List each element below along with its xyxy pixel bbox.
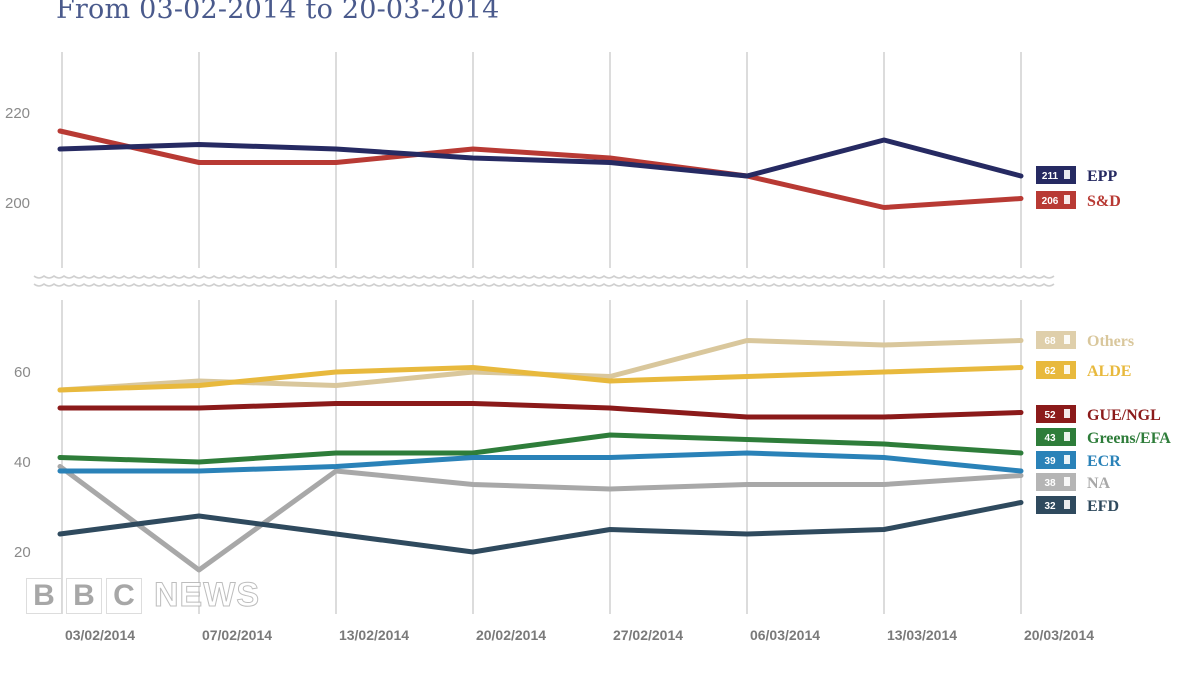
series-value: 52 bbox=[1044, 410, 1056, 421]
seat-icon bbox=[1064, 409, 1070, 418]
series-label: 206 S&D bbox=[1036, 191, 1121, 210]
series-value: 211 bbox=[1042, 171, 1059, 182]
series-label: 43 Greens/EFA bbox=[1036, 428, 1171, 447]
series-value: 62 bbox=[1044, 366, 1056, 377]
series-line bbox=[57, 365, 1024, 393]
series-line bbox=[57, 432, 1024, 465]
x-tick-label: 13/02/2014 bbox=[339, 627, 409, 643]
series-name: EFD bbox=[1087, 498, 1119, 515]
series-name: S&D bbox=[1087, 193, 1121, 210]
bbc-news-logo: B B C NEWS bbox=[26, 576, 260, 615]
axis-break bbox=[33, 275, 1055, 287]
chart-subtitle: From 03-02-2014 to 20-03-2014 bbox=[56, 0, 500, 25]
x-axis-ticks: 03/02/2014 07/02/2014 13/02/2014 20/02/2014… bbox=[65, 627, 1094, 643]
seat-icon bbox=[1064, 500, 1070, 509]
y-tick-label: 20 bbox=[14, 544, 31, 561]
logo-letter: B bbox=[26, 577, 62, 614]
series-value: 39 bbox=[1044, 456, 1056, 467]
y-tick-label: 60 bbox=[14, 364, 31, 381]
series-line bbox=[57, 137, 1024, 179]
logo-word: NEWS bbox=[154, 576, 260, 615]
series-line bbox=[57, 464, 1024, 573]
series-label: 38 NA bbox=[1036, 473, 1111, 492]
x-tick-label: 27/02/2014 bbox=[613, 627, 683, 643]
x-tick-label: 20/02/2014 bbox=[476, 627, 546, 643]
series-value: 68 bbox=[1044, 336, 1056, 347]
x-tick-label: 03/02/2014 bbox=[65, 627, 135, 643]
series-name: Others bbox=[1087, 333, 1134, 350]
series-value: 206 bbox=[1042, 196, 1059, 207]
seat-icon bbox=[1064, 455, 1070, 464]
series-line bbox=[57, 401, 1024, 420]
logo-letter: C bbox=[106, 577, 142, 614]
series-value: 43 bbox=[1044, 433, 1056, 444]
series-value: 32 bbox=[1044, 501, 1056, 512]
y-axis-ticks: 200 220 20 40 60 bbox=[5, 105, 31, 561]
logo-letter: B bbox=[66, 577, 102, 614]
series-label: 62 ALDE bbox=[1036, 361, 1131, 380]
series-label: 39 ECR bbox=[1036, 451, 1121, 470]
seat-icon bbox=[1064, 365, 1070, 374]
series-name: GUE/NGL bbox=[1087, 407, 1161, 424]
series-label: 32 EFD bbox=[1036, 496, 1119, 515]
series-name: EPP bbox=[1087, 168, 1117, 185]
series-line bbox=[57, 450, 1024, 474]
x-tick-label: 20/03/2014 bbox=[1024, 627, 1094, 643]
series-label: 211 EPP bbox=[1036, 166, 1117, 185]
x-tick-label: 06/03/2014 bbox=[750, 627, 820, 643]
series-end-labels: 211 EPP 206 S&D 68 Others 62 ALDE 52 GUE/NGL 43 Gre… bbox=[1036, 166, 1171, 515]
series-name: NA bbox=[1087, 475, 1111, 492]
series-label: 52 GUE/NGL bbox=[1036, 405, 1161, 424]
x-tick-label: 07/02/2014 bbox=[202, 627, 272, 643]
y-tick-label: 40 bbox=[14, 454, 31, 471]
series-line bbox=[57, 128, 1024, 210]
series-label: 68 Others bbox=[1036, 331, 1134, 350]
seat-icon bbox=[1064, 432, 1070, 441]
series-name: Greens/EFA bbox=[1087, 430, 1171, 447]
series-line bbox=[57, 500, 1024, 555]
x-tick-label: 13/03/2014 bbox=[887, 627, 957, 643]
y-tick-label: 220 bbox=[5, 105, 30, 122]
series-lines bbox=[57, 128, 1024, 573]
break-wave bbox=[33, 283, 1055, 287]
y-tick-label: 200 bbox=[5, 195, 30, 212]
break-wave bbox=[33, 275, 1055, 279]
seat-icon bbox=[1064, 195, 1070, 204]
series-name: ECR bbox=[1087, 453, 1121, 470]
seat-icon bbox=[1064, 477, 1070, 486]
seat-icon bbox=[1064, 335, 1070, 344]
series-name: ALDE bbox=[1087, 363, 1131, 380]
seat-icon bbox=[1064, 170, 1070, 179]
series-value: 38 bbox=[1044, 478, 1056, 489]
